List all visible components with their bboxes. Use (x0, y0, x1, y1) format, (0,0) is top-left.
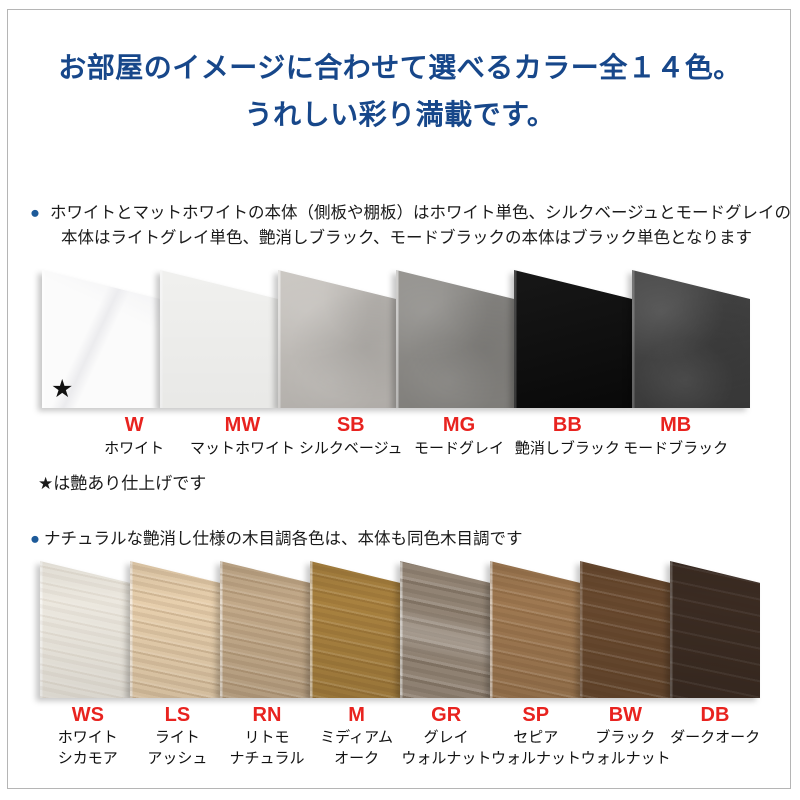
page-title-line2: うれしい彩り満載です。 (244, 99, 556, 130)
swatch-label-matte-black: BB 艶消しブラック (514, 414, 620, 457)
swatch-panel-mode-black (632, 270, 750, 408)
swatch-label-matte-white: MW マットホワイト (189, 414, 295, 457)
page-title-line1: お部屋のイメージに合わせて選べるカラー全１４色。 (58, 52, 742, 83)
page-title: お部屋のイメージに合わせて選べるカラー全１４色。 うれしい彩り満載です。 (0, 44, 800, 138)
swatch-label-dark-oak: DB ダークオーク (670, 704, 761, 746)
solid-colors-note-line2: 本体はライトグレイ単色、艶消しブラック、モードブラックの本体はブラック単色となり… (61, 229, 753, 247)
swatch-panel-dark-oak (670, 561, 760, 698)
solid-colors-note: ● ホワイトとマットホワイトの本体（側板や棚板）はホワイト単色、シルクベージュとモ… (30, 201, 791, 251)
swatch-label-black-walnut: BW ブラック ウォルナット (580, 704, 671, 767)
swatch-panel-white-sycamore (40, 561, 130, 698)
swatch-panel-mode-gray (396, 270, 514, 408)
wood-color-label-row: WS ホワイト シカモア LS ライト アッシュ RN リトモ ナチュラル M … (43, 704, 760, 769)
swatch-label-mode-black: MB モードブラック (623, 414, 729, 457)
swatch-label-mode-gray: MG モードグレイ (414, 414, 505, 457)
swatch-label-medium-oak: M ミディアム オーク (320, 704, 394, 767)
swatch-label-gray-walnut: GR グレイ ウォルナット (401, 704, 492, 767)
swatch-panel-white: ★ (42, 270, 160, 408)
swatch-label-white: W ホワイト (104, 414, 165, 457)
page-border (7, 9, 791, 789)
swatch-panel-sepia-walnut (490, 561, 580, 698)
swatch-panel-medium-oak (310, 561, 400, 698)
swatch-panel-matte-black (514, 270, 632, 408)
swatch-panel-matte-white (160, 270, 278, 408)
swatch-panel-ritmo-natural (220, 561, 310, 698)
wood-colors-note-text: ナチュラルな艶消し仕様の木目調各色は、本体も同色木目調です (43, 530, 523, 548)
solid-color-swatch-row: ★ (42, 270, 750, 408)
swatch-label-sepia-walnut: SP セピア ウォルナット (490, 704, 581, 767)
swatch-label-light-ash: LS ライト アッシュ (147, 704, 208, 767)
swatch-label-ritmo-natural: RN リトモ ナチュラル (229, 704, 305, 767)
solid-color-label-row: W ホワイト MW マットホワイト SB シルクベージュ MG モードグレイ B… (80, 414, 730, 459)
solid-colors-note-line1: ホワイトとマットホワイトの本体（側板や棚板）はホワイト単色、シルクベージュとモー… (49, 204, 791, 222)
swatch-panel-silk-beige (278, 270, 396, 408)
bullet-icon: ● (30, 204, 40, 222)
bullet-icon: ● (30, 530, 40, 548)
swatch-panel-gray-walnut (400, 561, 490, 698)
gloss-star-icon: ★ (51, 375, 74, 403)
wood-colors-note: ● ナチュラルな艶消し仕様の木目調各色は、本体も同色木目調です (30, 527, 522, 552)
swatch-panel-black-walnut (580, 561, 670, 698)
swatch-label-white-sycamore: WS ホワイト シカモア (57, 704, 118, 767)
wood-color-swatch-row (40, 561, 760, 698)
gloss-footnote: ★は艶あり仕上げです (38, 474, 207, 493)
swatch-label-silk-beige: SB シルクベージュ (298, 414, 403, 457)
swatch-panel-light-ash (130, 561, 220, 698)
